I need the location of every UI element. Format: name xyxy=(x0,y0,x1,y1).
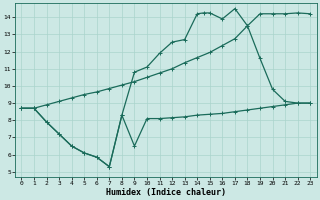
X-axis label: Humidex (Indice chaleur): Humidex (Indice chaleur) xyxy=(106,188,226,197)
